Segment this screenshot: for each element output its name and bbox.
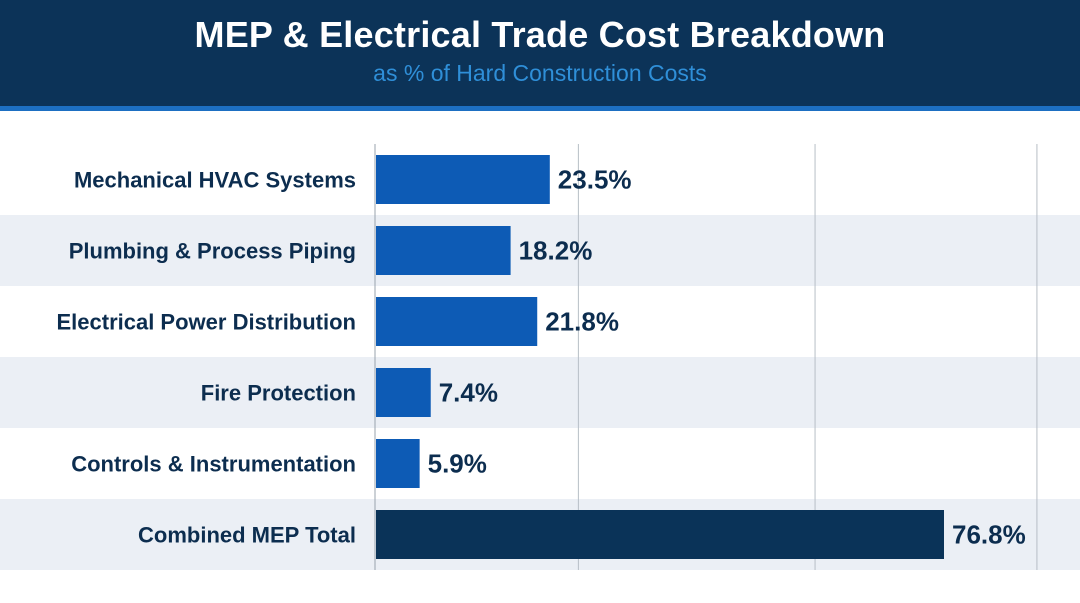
category-label: Plumbing & Process Piping (69, 239, 356, 264)
bar (376, 368, 431, 417)
bar (376, 226, 511, 275)
value-label: 5.9% (428, 449, 487, 479)
category-label: Electrical Power Distribution (56, 310, 356, 335)
grid-lines (374, 144, 1038, 570)
row-band (0, 215, 1080, 286)
header-banner (0, 0, 1080, 106)
value-label: 76.8% (952, 520, 1026, 550)
category-label: Combined MEP Total (138, 523, 356, 548)
category-label: Controls & Instrumentation (71, 452, 356, 477)
category-label: Fire Protection (201, 381, 356, 406)
row-band (0, 357, 1080, 428)
category-labels: Mechanical HVAC Systems Plumbing & Proces… (56, 168, 356, 548)
header-accent-line (0, 106, 1080, 111)
value-label: 21.8% (545, 307, 619, 337)
value-label: 18.2% (519, 236, 593, 266)
value-labels: 23.5% 18.2% 21.8% 7.4% 5.9% 76.8% (428, 165, 1026, 550)
bars (376, 155, 944, 559)
category-label: Mechanical HVAC Systems (74, 168, 356, 193)
bar (376, 439, 420, 488)
chart-subtitle: as % of Hard Construction Costs (373, 60, 707, 86)
value-label: 23.5% (558, 165, 632, 195)
bar (376, 155, 550, 204)
bar (376, 297, 538, 346)
bar-total (376, 510, 944, 559)
value-label: 7.4% (439, 378, 498, 408)
chart-title: MEP & Electrical Trade Cost Breakdown (194, 14, 886, 55)
